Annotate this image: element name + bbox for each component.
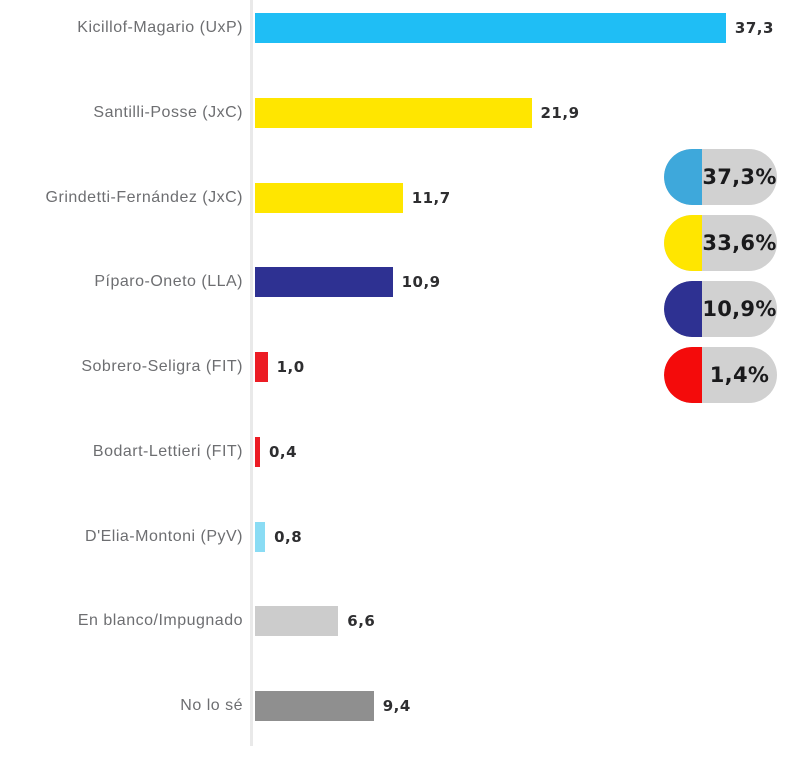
- legend-pill: 33,6%: [664, 215, 777, 271]
- legend-color-swatch: [664, 347, 702, 403]
- category-label: No lo sé: [180, 697, 243, 714]
- value-label: 11,7: [411, 188, 451, 207]
- bar: [255, 13, 726, 43]
- value-label: 37,3: [734, 19, 774, 37]
- bar: [255, 182, 403, 213]
- value-label: 9,4: [382, 697, 411, 715]
- value-label: 0,4: [269, 442, 298, 461]
- category-label: En blanco/Impugnado: [77, 612, 243, 630]
- value-label: 6,6: [347, 612, 376, 631]
- category-label: D'Elia-Montoni (PyV): [85, 527, 243, 545]
- legend-value-label: 1,4%: [709, 363, 770, 387]
- category-label: Santilli-Posse (JxC): [93, 103, 243, 121]
- bar-row: En blanco/Impugnado 6,6: [0, 606, 800, 637]
- legend-pill: 1,4%: [664, 347, 777, 403]
- value-label: 0,8: [274, 527, 303, 546]
- legend-color-swatch: [664, 215, 702, 271]
- bar: [255, 521, 266, 552]
- bar: [255, 606, 339, 637]
- category-label: Sobrero-Seligra (FIT): [81, 358, 243, 375]
- bar: [255, 436, 260, 467]
- legend-value-label: 37,3%: [702, 165, 777, 189]
- legend-value-label: 10,9%: [702, 297, 777, 321]
- bar-row: No lo sé 9,4: [0, 691, 800, 721]
- value-label: 21,9: [540, 103, 580, 122]
- bar-row: Santilli-Posse (JxC) 21,9: [0, 97, 800, 128]
- axis-line: [250, 0, 253, 746]
- bar: [255, 691, 374, 721]
- bar-row: Sobrero-Seligra (FIT) 1,0: [0, 352, 800, 382]
- bar-row: Grindetti-Fernández (JxC) 11,7: [0, 182, 800, 213]
- legend-pill: 37,3%: [664, 149, 777, 205]
- category-label: Grindetti-Fernández (JxC): [45, 188, 243, 206]
- bar: [255, 352, 268, 382]
- legend-pill: 10,9%: [664, 281, 777, 337]
- bar-row: Bodart-Lettieri (FIT) 0,4: [0, 436, 800, 467]
- legend-color-swatch: [664, 149, 702, 205]
- legend-value-label: 33,6%: [702, 231, 777, 255]
- bar: [255, 267, 393, 298]
- bar: [255, 97, 532, 128]
- bar-row: Píparo-Oneto (LLA) 10,9: [0, 267, 800, 298]
- bar-row: Kicillof-Magario (UxP) 37,3: [0, 13, 800, 43]
- bar-row: D'Elia-Montoni (PyV) 0,8: [0, 521, 800, 552]
- category-label: Kicillof-Magario (UxP): [77, 19, 243, 36]
- category-label: Píparo-Oneto (LLA): [94, 273, 243, 291]
- legend: 37,3% 33,6% 10,9% 1,4%: [664, 149, 777, 403]
- category-label: Bodart-Lettieri (FIT): [92, 442, 243, 460]
- legend-color-swatch: [664, 281, 702, 337]
- value-label: 10,9: [401, 273, 441, 292]
- value-label: 1,0: [276, 358, 305, 376]
